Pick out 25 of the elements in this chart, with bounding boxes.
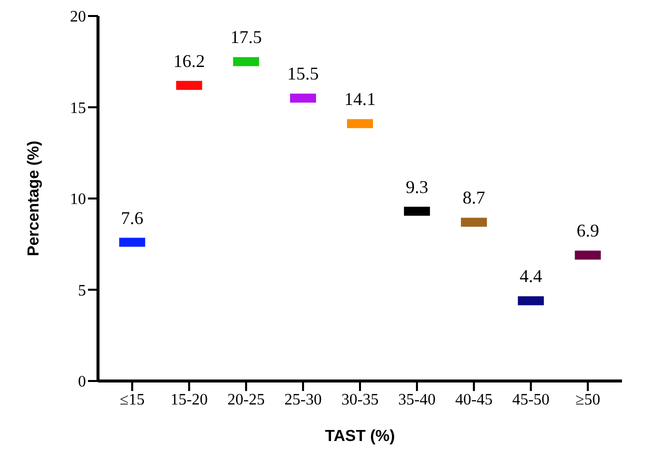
x-tick-label: 40-45 (455, 391, 493, 408)
x-axis-title: TAST (%) (325, 428, 395, 445)
data-label: 14.1 (344, 89, 376, 110)
data-label: 17.5 (230, 27, 262, 48)
y-tick-label: 15 (70, 100, 86, 117)
data-label: 8.7 (462, 188, 486, 208)
y-tick-label: 0 (78, 374, 86, 391)
x-tick-label: 20-25 (227, 391, 265, 408)
x-tick-label: 25-30 (284, 391, 322, 408)
data-label: 9.3 (406, 176, 428, 197)
data-label: 7.6 (120, 208, 144, 228)
data-label: 4.4 (520, 266, 542, 286)
x-tick-label: 15-20 (170, 391, 208, 408)
data-label: 16.2 (173, 50, 205, 71)
x-tick-label: 30-35 (341, 391, 379, 408)
y-tick-label: 10 (70, 191, 86, 208)
x-tick-label: ≥50 (575, 391, 600, 408)
y-axis-title: Percentage (%) (26, 140, 43, 256)
x-tick-label: 35-40 (398, 391, 436, 408)
data-label: 6.9 (576, 220, 600, 241)
y-tick-label: 5 (78, 282, 86, 300)
y-tick-label: 20 (70, 8, 86, 26)
x-tick-label: ≤15 (120, 391, 145, 408)
x-tick-label: 45-50 (512, 391, 550, 408)
data-label: 15.5 (287, 64, 319, 84)
